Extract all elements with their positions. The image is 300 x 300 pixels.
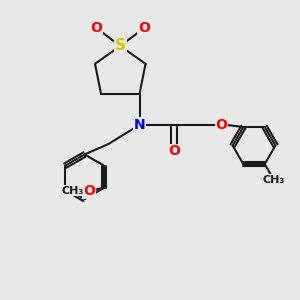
Text: CH₃: CH₃ xyxy=(61,186,84,196)
Text: O: O xyxy=(83,184,95,198)
Text: O: O xyxy=(138,21,150,35)
Text: S: S xyxy=(115,38,126,53)
Text: N: N xyxy=(134,118,146,132)
Text: CH₃: CH₃ xyxy=(262,175,285,184)
Text: O: O xyxy=(91,21,102,35)
Text: O: O xyxy=(215,118,227,132)
Text: O: O xyxy=(168,145,180,158)
